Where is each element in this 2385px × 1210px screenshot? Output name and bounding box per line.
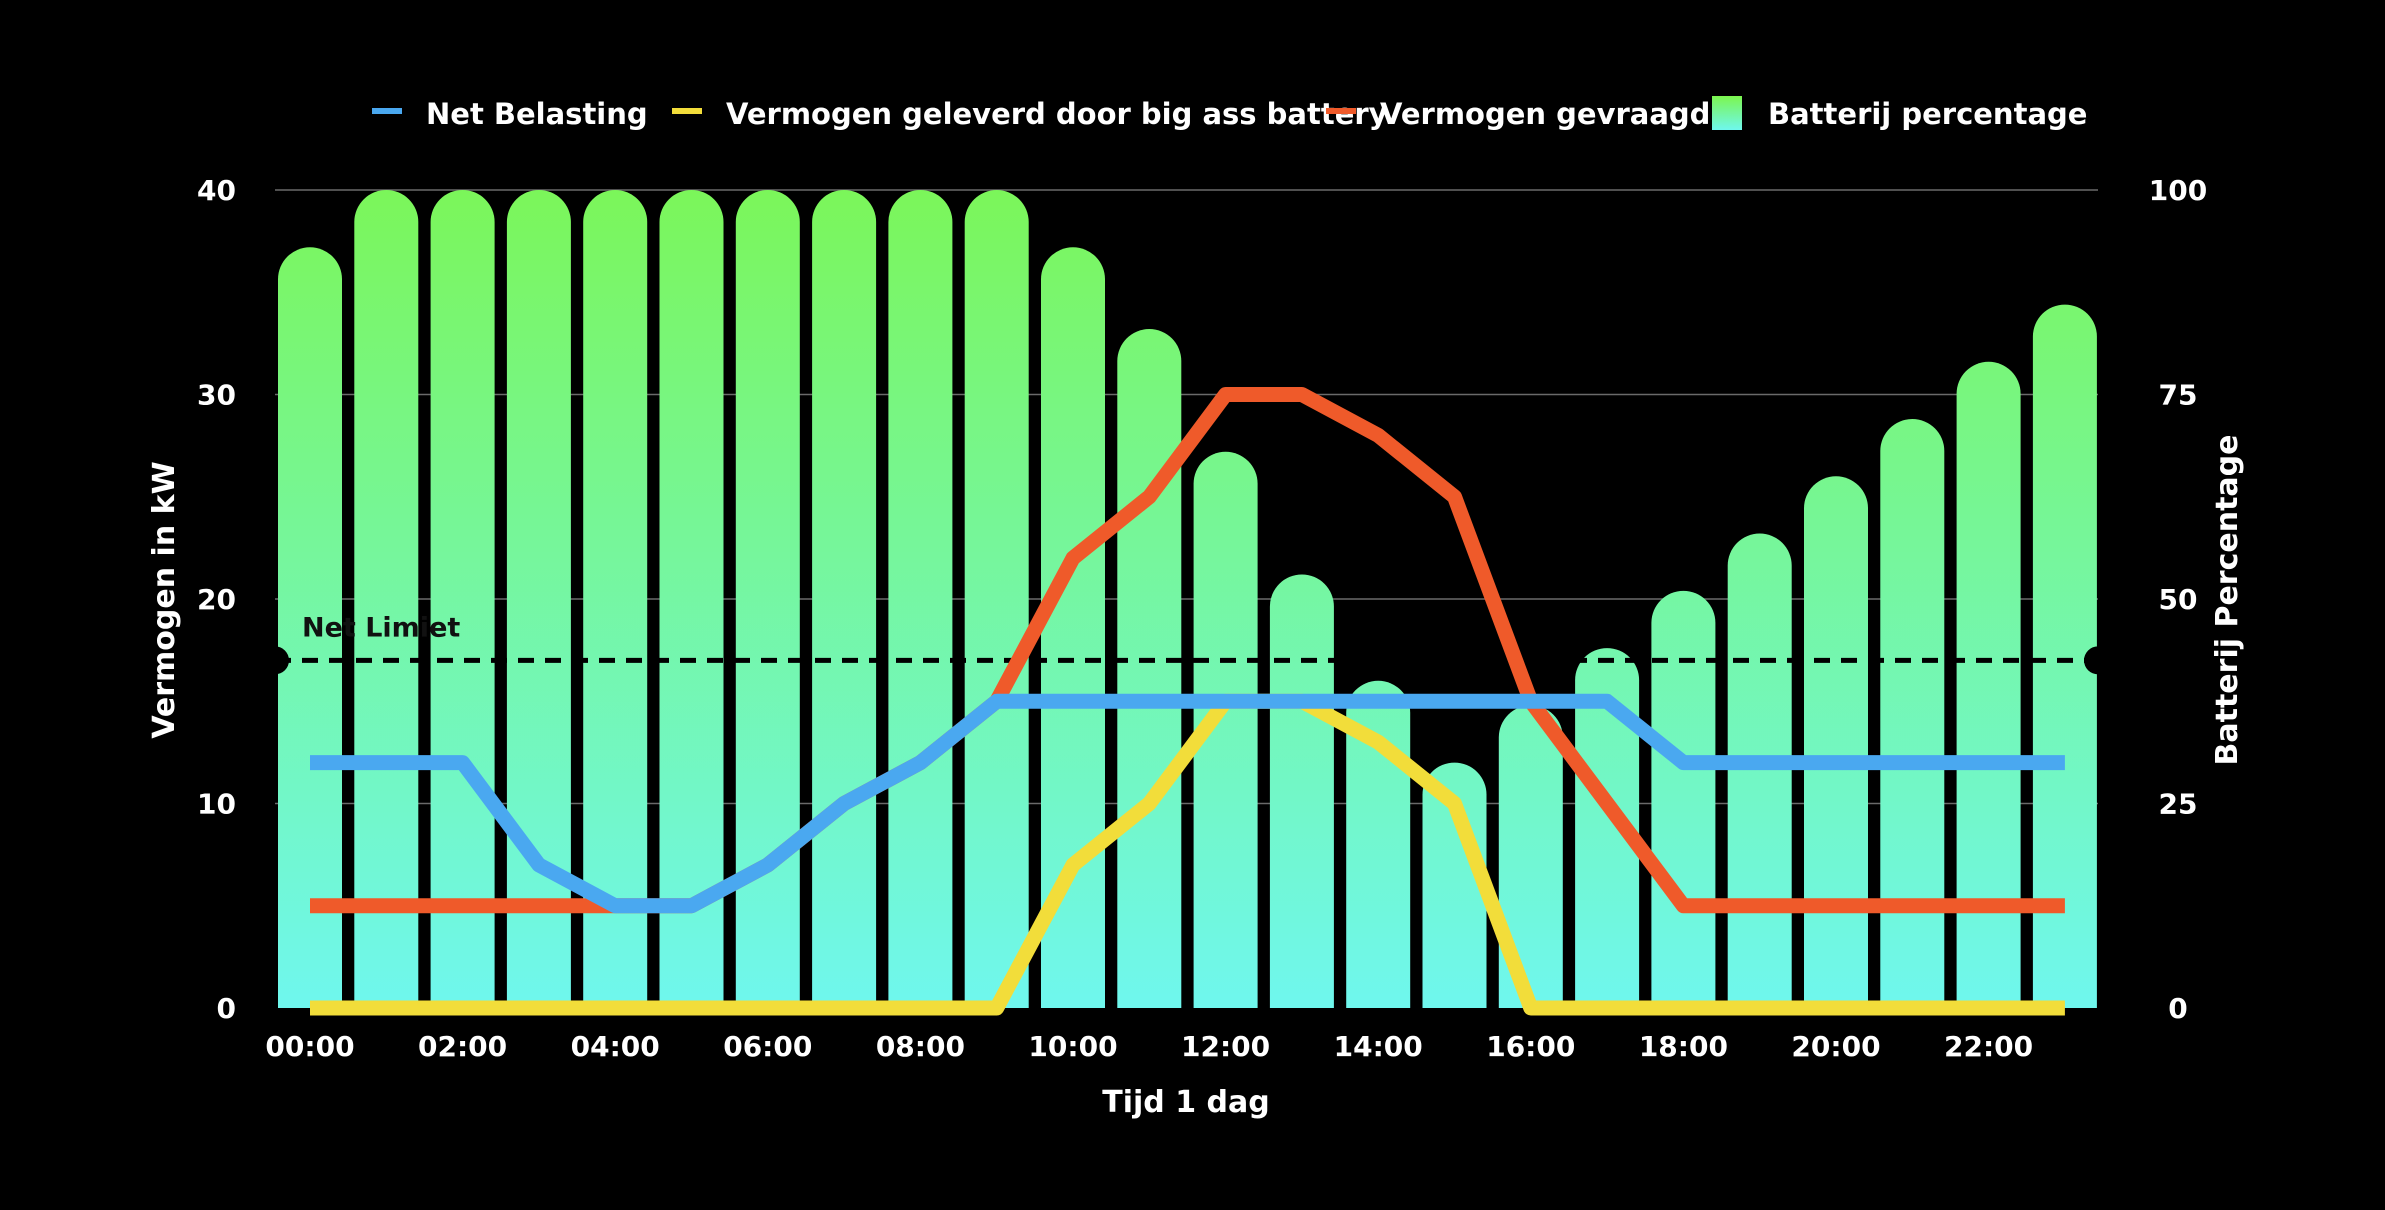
battery-bar — [278, 247, 342, 1008]
right-axis-ticks: 0 25 50 75 100 — [2149, 174, 2207, 1025]
legend-swatch — [1712, 96, 1742, 130]
battery-bar — [964, 190, 1029, 1008]
y2-axis-title: Batterij Percentage — [2210, 435, 2245, 766]
battery-bar — [1422, 762, 1487, 1008]
x-tick-label: 06:00 — [723, 1030, 812, 1063]
y2-tick-label: 100 — [2149, 174, 2207, 207]
y-tick-label: 30 — [197, 379, 236, 412]
legend-item: Batterij percentage — [1712, 96, 2087, 131]
battery-bar — [430, 190, 495, 1008]
legend-item: Vermogen gevraagd — [1326, 97, 1710, 131]
battery-bar — [1117, 329, 1182, 1008]
battery-bar — [1498, 705, 1563, 1008]
legend-item: Vermogen geleverd door big ass battery — [672, 97, 1388, 131]
y2-tick-label: 75 — [2159, 379, 2198, 412]
legend: Net Belasting Vermogen geleverd door big … — [372, 96, 2087, 131]
x-axis-ticks: 00:00 02:00 04:00 06:00 08:00 10:00 12:00 14:00… — [265, 1030, 2033, 1063]
line-series — [310, 387, 2065, 1016]
series-line-net-belasting — [310, 693, 2065, 914]
y-tick-label: 20 — [197, 583, 236, 616]
left-axis-ticks: 0 10 20 30 40 — [197, 174, 236, 1025]
x-tick-label: 00:00 — [265, 1030, 354, 1063]
x-tick-label: 04:00 — [571, 1030, 660, 1063]
y-axis-title: Vermogen in kW — [147, 461, 182, 738]
battery-bar — [1804, 476, 1868, 1008]
y2-tick-label: 25 — [2159, 788, 2198, 821]
net-limit-label: Net Limiet — [302, 612, 460, 643]
y-tick-label: 0 — [217, 992, 236, 1025]
battery-bar — [1956, 361, 2021, 1008]
net-limit-reference: Net Limiet — [261, 612, 2112, 675]
legend-item: Net Belasting — [372, 97, 648, 131]
battery-bar — [506, 189, 571, 1008]
x-axis-title: Tijd 1 dag — [1102, 1085, 1269, 1120]
y-tick-label: 10 — [197, 788, 236, 821]
net-limit-marker-right — [2084, 646, 2112, 675]
battery-bar — [888, 190, 953, 1008]
x-tick-label: 12:00 — [1181, 1030, 1270, 1063]
x-tick-label: 20:00 — [1791, 1030, 1880, 1063]
battery-bar — [1880, 419, 1945, 1008]
net-limit-marker-left — [261, 646, 289, 675]
x-tick-label: 16:00 — [1486, 1030, 1575, 1063]
gridlines — [275, 189, 2098, 805]
battery-bar — [1727, 533, 1792, 1008]
y-tick-label: 40 — [197, 174, 236, 207]
legend-label: Net Belasting — [426, 97, 648, 131]
x-tick-label: 10:00 — [1028, 1030, 1117, 1063]
battery-bar — [735, 190, 800, 1008]
battery-bar — [2032, 304, 2097, 1008]
battery-bar — [1651, 590, 1716, 1008]
x-tick-label: 22:00 — [1944, 1030, 2033, 1063]
legend-label: Batterij percentage — [1768, 97, 2087, 131]
series-line-vermogen-geleverd-door-big-ass-battery — [310, 693, 2065, 1016]
series-line-vermogen-gevraagd — [310, 387, 2065, 914]
battery-percentage-bars — [278, 189, 2097, 1008]
battery-bar — [659, 190, 724, 1008]
battery-bar — [354, 190, 419, 1008]
battery-bar — [812, 190, 877, 1008]
x-tick-label: 02:00 — [418, 1030, 507, 1063]
y2-tick-label: 0 — [2168, 992, 2187, 1025]
legend-label: Vermogen gevraagd — [1380, 97, 1710, 131]
x-tick-label: 08:00 — [876, 1030, 965, 1063]
battery-bar — [1041, 247, 1105, 1008]
x-tick-label: 14:00 — [1334, 1030, 1423, 1063]
y2-tick-label: 50 — [2159, 583, 2198, 616]
x-tick-label: 18:00 — [1639, 1030, 1728, 1063]
battery-bar — [1193, 451, 1258, 1008]
battery-bar — [1269, 574, 1334, 1008]
battery-bar — [1575, 648, 1640, 1008]
battery-bar — [583, 190, 648, 1008]
legend-label: Vermogen geleverd door big ass battery — [726, 97, 1388, 131]
